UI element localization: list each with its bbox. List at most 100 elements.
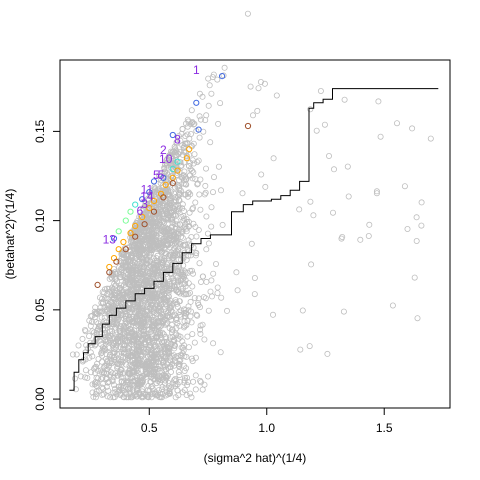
background-point (314, 128, 319, 133)
background-point (204, 247, 209, 252)
background-point (218, 350, 223, 355)
background-point (367, 222, 372, 227)
background-point (191, 379, 196, 384)
background-point (218, 188, 223, 193)
background-point (414, 238, 419, 243)
background-point (203, 183, 208, 188)
background-point (259, 172, 264, 177)
background-point (245, 11, 250, 16)
background-point (72, 376, 77, 381)
background-point (205, 231, 210, 236)
background-point (346, 194, 351, 199)
background-point (209, 91, 214, 96)
background-point (405, 226, 410, 231)
background-point (322, 122, 327, 127)
background-point (202, 337, 207, 342)
background-point (180, 127, 185, 132)
point-label: 10 (159, 152, 173, 166)
background-point (96, 356, 101, 361)
highlight-point (121, 239, 126, 244)
background-point (192, 340, 197, 345)
background-point (235, 288, 240, 293)
background-point (186, 281, 191, 286)
point-label: 5 (158, 168, 165, 182)
highlight-point (245, 123, 250, 128)
y-axis-label: (betahat^2)^(1/4) (3, 189, 17, 280)
x-axis: 0.5 1.0 1.5 (141, 408, 393, 435)
background-point (206, 241, 211, 246)
background-point (216, 164, 221, 169)
y-axis: 0.00 0.05 0.10 0.15 (33, 119, 60, 410)
background-point (188, 299, 193, 304)
background-point (311, 213, 316, 218)
background-point (378, 134, 383, 139)
background-point (308, 107, 313, 112)
background-point (186, 163, 191, 168)
background-point (220, 222, 225, 227)
background-point (203, 166, 208, 171)
background-point (218, 101, 223, 106)
background-point (249, 241, 254, 246)
background-point (308, 199, 313, 204)
background-point (318, 88, 323, 93)
background-point (419, 200, 424, 205)
background-point (240, 191, 245, 196)
background-point (250, 113, 255, 118)
background-point (394, 121, 399, 126)
background-point (185, 334, 190, 339)
background-point (209, 224, 214, 229)
point-label: 8 (174, 132, 181, 146)
background-point (248, 84, 253, 89)
background-point (76, 343, 81, 348)
background-point (215, 291, 220, 296)
y-tick-label: 0.15 (33, 119, 47, 143)
y-tick-label: 0.05 (33, 298, 47, 322)
highlight-point (123, 218, 128, 223)
background-point (196, 227, 201, 232)
highlight-point (116, 247, 121, 252)
background-point (366, 233, 371, 238)
background-point (298, 347, 303, 352)
background-point (206, 103, 211, 108)
background-point (205, 374, 210, 379)
background-point (206, 308, 211, 313)
background-point (252, 275, 257, 280)
y-tick-label: 0.00 (33, 387, 47, 411)
background-point (198, 279, 203, 284)
y-tick-label: 0.10 (33, 209, 47, 233)
background-point (307, 344, 312, 349)
background-point (186, 345, 191, 350)
background-point (410, 126, 415, 131)
background-point (187, 210, 192, 215)
background-point (209, 278, 214, 283)
highlight-point (95, 282, 100, 287)
background-point (196, 158, 201, 163)
highlight-point (107, 264, 112, 269)
background-point (345, 164, 350, 169)
background-point (209, 205, 214, 210)
background-point (234, 270, 239, 275)
x-tick-label: 0.5 (141, 421, 158, 435)
background-point (252, 292, 257, 297)
background-point (211, 271, 216, 276)
background-point (216, 121, 221, 126)
background-point (193, 200, 198, 205)
background-point (415, 316, 420, 321)
background-point (184, 392, 189, 397)
background-point (87, 334, 92, 339)
background-point (198, 378, 203, 383)
background-point (428, 136, 433, 141)
point-label: 1 (193, 63, 200, 77)
background-point (200, 274, 205, 279)
background-point (186, 238, 191, 243)
background-point (208, 140, 213, 145)
background-point (197, 192, 202, 197)
background-point (358, 237, 363, 242)
background-point (203, 190, 208, 195)
background-point (412, 275, 417, 280)
background-point (197, 261, 202, 266)
background-point (202, 382, 207, 387)
background-point (330, 210, 335, 215)
background-point (204, 279, 209, 284)
